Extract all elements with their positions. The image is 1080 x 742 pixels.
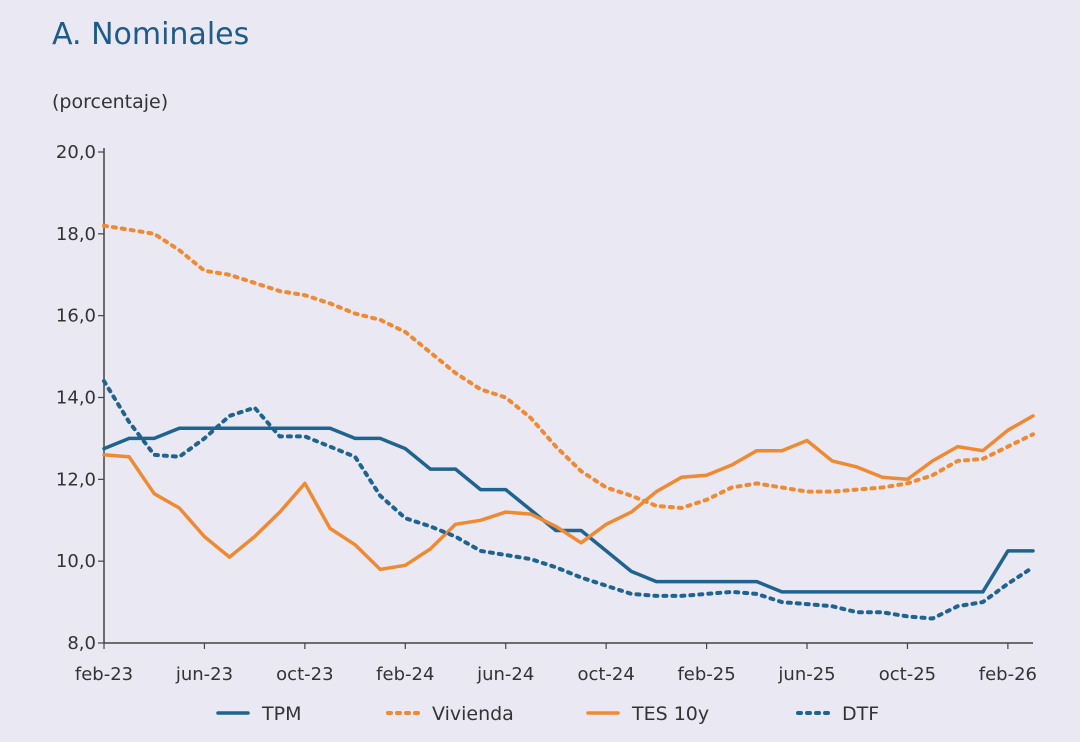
legend-label-tpm: TPM [261,703,301,725]
legend-label-dtf: DTF [842,703,879,725]
series-line-vivienda [102,223,1035,511]
x-tick-label: jun-24 [476,664,534,685]
legend-label-tes-10y: TES 10y [631,703,709,725]
x-tick-label: feb-25 [677,664,735,685]
legend: TPM Vivienda TES 10y DTF [216,703,879,725]
series-line-tes-10y [102,414,1035,572]
series-layer [102,223,1035,621]
y-tick-label: 10,0 [56,551,96,572]
y-tick-label: 8,0 [67,633,96,654]
x-tick-label: jun-23 [175,664,233,685]
x-tick-label: oct-24 [577,664,634,685]
x-tick-label: feb-24 [376,664,434,685]
y-tick-label: 20,0 [56,142,96,163]
y-tick-label: 16,0 [56,306,96,327]
x-tick-label: feb-23 [75,664,133,685]
x-tick-label: oct-25 [879,664,936,685]
series-line-dtf [102,379,1035,621]
legend-label-vivienda: Vivienda [432,703,514,725]
x-tick-label: oct-23 [276,664,333,685]
series-line-tpm [102,426,1035,594]
y-tick-label: 18,0 [56,224,96,245]
axes: 8,0 10,0 12,0 14,0 16,0 18,0 20,0 feb-23 jun-23 o… [56,142,1037,685]
x-tick-label: jun-25 [777,664,835,685]
y-tick-label: 12,0 [56,469,96,490]
y-axis-unit-label: (porcentaje) [52,91,168,113]
chart-title: A. Nominales [52,17,249,52]
x-tick-label: feb-26 [979,664,1037,685]
y-tick-label: 14,0 [56,388,96,409]
